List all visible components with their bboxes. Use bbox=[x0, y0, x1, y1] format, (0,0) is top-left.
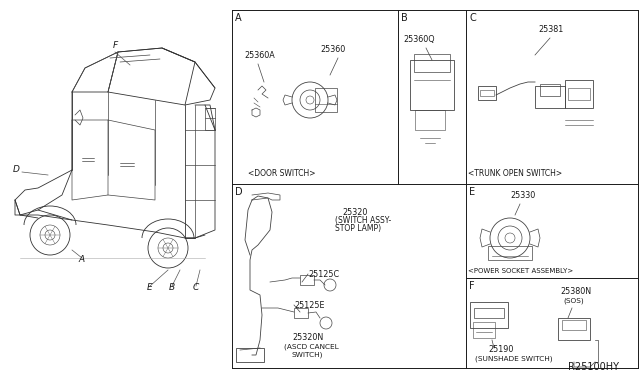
Text: 25125C: 25125C bbox=[308, 270, 339, 279]
Text: C: C bbox=[193, 283, 199, 292]
Bar bbox=[488, 246, 532, 260]
Text: A: A bbox=[235, 13, 242, 23]
Text: 25380N: 25380N bbox=[560, 287, 591, 296]
Bar bbox=[205, 108, 215, 130]
Text: <TRUNK OPEN SWITCH>: <TRUNK OPEN SWITCH> bbox=[468, 169, 562, 178]
Bar bbox=[414, 54, 450, 72]
Text: E: E bbox=[147, 283, 153, 292]
Text: (ASCD CANCEL: (ASCD CANCEL bbox=[284, 343, 339, 350]
Bar bbox=[535, 86, 565, 108]
Bar bbox=[473, 322, 495, 338]
Bar bbox=[470, 302, 508, 328]
Text: (SOS): (SOS) bbox=[563, 297, 584, 304]
Text: (SWITCH ASSY-: (SWITCH ASSY- bbox=[335, 216, 391, 225]
Bar bbox=[236, 348, 264, 362]
Text: (SUNSHADE SWITCH): (SUNSHADE SWITCH) bbox=[475, 355, 552, 362]
Bar bbox=[565, 80, 593, 108]
Text: <POWER SOCKET ASSEMBLY>: <POWER SOCKET ASSEMBLY> bbox=[468, 268, 573, 274]
Text: STOP LAMP): STOP LAMP) bbox=[335, 224, 381, 233]
Bar bbox=[474, 308, 504, 318]
Text: 25360: 25360 bbox=[320, 45, 345, 54]
Text: 25381: 25381 bbox=[538, 25, 563, 34]
Bar bbox=[562, 320, 586, 330]
Text: D: D bbox=[235, 187, 243, 197]
Bar bbox=[540, 84, 560, 96]
Text: F: F bbox=[469, 281, 475, 291]
Text: 25360A: 25360A bbox=[244, 51, 275, 60]
Text: C: C bbox=[469, 13, 476, 23]
Text: 25330: 25330 bbox=[510, 191, 535, 200]
Text: <DOOR SWITCH>: <DOOR SWITCH> bbox=[248, 169, 316, 178]
Bar bbox=[410, 60, 454, 110]
Bar bbox=[478, 86, 496, 100]
Text: 25190: 25190 bbox=[488, 345, 513, 354]
Text: 25125E: 25125E bbox=[294, 301, 324, 310]
Text: SWITCH): SWITCH) bbox=[292, 351, 323, 357]
Bar bbox=[294, 308, 308, 318]
Bar bbox=[480, 90, 494, 96]
Text: B: B bbox=[169, 283, 175, 292]
Bar bbox=[558, 318, 590, 340]
Text: 25360Q: 25360Q bbox=[403, 35, 435, 44]
Bar bbox=[300, 275, 314, 285]
Text: 25320N: 25320N bbox=[292, 333, 323, 342]
Text: E: E bbox=[469, 187, 475, 197]
Bar bbox=[315, 88, 337, 112]
Text: 25320: 25320 bbox=[342, 208, 367, 217]
Text: A: A bbox=[79, 255, 85, 264]
Bar bbox=[568, 88, 590, 100]
Text: B: B bbox=[401, 13, 408, 23]
Bar bbox=[415, 110, 445, 130]
Text: F: F bbox=[113, 41, 118, 50]
Text: R25100HY: R25100HY bbox=[568, 362, 619, 372]
Text: D: D bbox=[13, 165, 19, 174]
